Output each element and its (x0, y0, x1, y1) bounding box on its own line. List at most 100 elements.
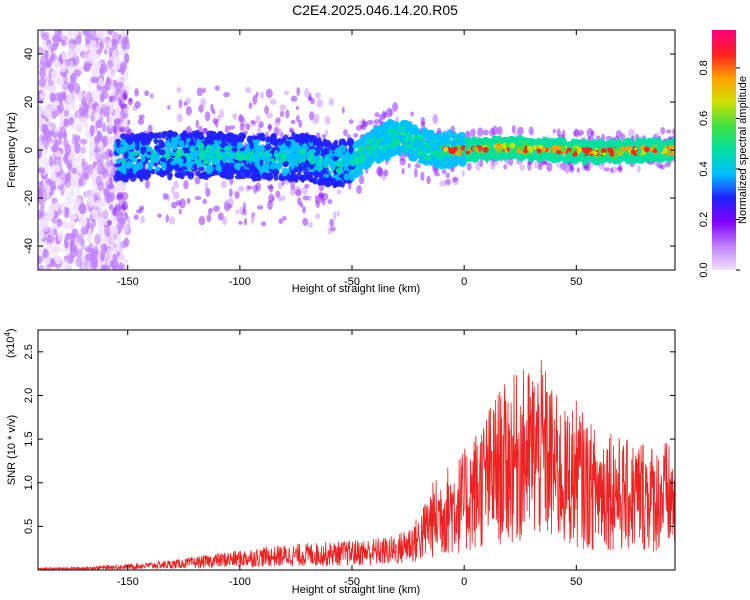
spectrogram-cell (235, 162, 241, 171)
spectrogram-cell (214, 85, 220, 91)
spectrogram-cell (624, 141, 632, 147)
spectrogram-cell (561, 129, 566, 140)
spectrogram-cell (121, 175, 128, 182)
spectrogram-cell (560, 146, 567, 152)
spectrogram-cell (89, 124, 95, 137)
spectrogram-cell (116, 75, 122, 84)
spectrogram-cell (192, 163, 198, 170)
spectrogram-cell (112, 253, 118, 261)
spectrogram-cell (114, 111, 120, 118)
spectrogram-cell (123, 90, 127, 101)
spectrogram-cell (81, 30, 90, 36)
spectrogram-cell (247, 185, 253, 190)
spectrogram-cell (102, 111, 110, 118)
spectrogram-cell (574, 129, 578, 137)
spectrogram-cell (314, 194, 319, 205)
spectrogram-cell (452, 177, 460, 186)
spectrogram-cell (161, 170, 169, 176)
spectrogram-cell (369, 149, 374, 153)
spectrogram-cell (322, 150, 330, 155)
spectrogram-cell (236, 144, 242, 150)
spectrogram-cell (281, 167, 289, 177)
spectrogram-cell (138, 205, 145, 211)
spectrogram-cell (114, 58, 122, 70)
y-tick-label: -20 (23, 190, 35, 206)
spectrogram-cell (147, 124, 153, 133)
spectrogram-cell (63, 109, 69, 118)
spectrogram-cell (504, 151, 512, 158)
spectrogram-cell (309, 148, 317, 154)
spectrogram-cell (357, 162, 364, 172)
spectrogram-cell (189, 151, 194, 160)
spectrogram-cell (367, 119, 374, 125)
spectrogram-cell (227, 197, 234, 208)
spectrogram-cell (322, 159, 329, 166)
spectrogram-cell (158, 140, 166, 149)
spectrogram-cell (121, 201, 129, 211)
spectrogram-cell (346, 161, 351, 166)
spectrogram-cell (127, 119, 131, 126)
spectrogram-cell (95, 120, 103, 129)
spectrogram-cell (123, 105, 131, 114)
snr-y-scale-exponent: 4 (3, 332, 12, 337)
spectrogram-cell (603, 167, 611, 172)
spectrogram-cell (283, 160, 289, 168)
spectrogram-cell (118, 97, 122, 107)
spectrogram-cell (376, 159, 381, 164)
spectrogram-cell (378, 113, 383, 124)
spectrogram-cell (541, 147, 547, 152)
spectrogram-cell (120, 205, 127, 210)
spectrogram-cell (71, 167, 77, 175)
spectrogram-cell (173, 180, 179, 189)
spectrogram-cell (286, 153, 292, 159)
spectrogram-cell (123, 211, 129, 221)
spectrogram-cell (285, 141, 292, 146)
spectrogram-cell (290, 173, 296, 182)
spectrogram-cell (582, 149, 588, 154)
spectrogram-cell (307, 134, 316, 143)
spectrogram-cell (353, 156, 359, 162)
spectrogram-cell (50, 69, 57, 80)
spectrogram-cell (458, 157, 465, 165)
spectrogram-cell (266, 112, 274, 119)
spectrogram-cell (309, 111, 315, 121)
spectrogram-cell (662, 147, 668, 153)
spectrogram-cell (93, 245, 98, 256)
spectrogram-cell (206, 164, 214, 173)
spectrogram-cell (116, 140, 121, 148)
spectrogram-cell (64, 59, 72, 67)
spectrogram-cell (294, 190, 300, 195)
spectrogram-cell (83, 172, 90, 180)
spectrogram-cell (39, 206, 45, 218)
spectrogram-cell (69, 244, 78, 253)
spectrogram-cell (315, 200, 321, 208)
spectrogram-cell (175, 172, 183, 179)
spectrogram-cell (324, 116, 331, 125)
spectrogram-cell (613, 148, 618, 153)
spectrogram-cell (115, 120, 123, 126)
spectrogram-cell (460, 145, 466, 151)
spectrogram-cell (110, 86, 117, 96)
spectrogram-cell (40, 85, 46, 93)
colorbar: 0.00.20.40.60.8 Normalized spectral ampl… (698, 30, 749, 278)
spectrogram-cell (38, 139, 44, 151)
spectrogram-cell (50, 174, 57, 182)
spectrogram-cell (150, 93, 154, 99)
spectrogram-cell (277, 181, 283, 190)
spectrogram-cell (115, 179, 121, 191)
spectrogram-cell (659, 165, 666, 170)
spectrogram-cell (69, 187, 75, 199)
spectrogram-cell (120, 62, 127, 71)
spectrogram-cell (439, 180, 447, 187)
spectrogram-cell (373, 118, 381, 125)
spectrogram-cell (429, 132, 436, 141)
spectrogram-cell (178, 208, 182, 215)
spectrogram-cell (119, 252, 125, 262)
x-tick-label: -50 (344, 576, 360, 588)
spectrogram-cell (367, 151, 372, 156)
spectrogram-cell (261, 172, 270, 180)
spectrogram-cell (301, 153, 307, 159)
spectrogram-cell (316, 98, 323, 108)
spectrogram-cell (652, 138, 659, 145)
spectrogram-cell (452, 176, 458, 183)
